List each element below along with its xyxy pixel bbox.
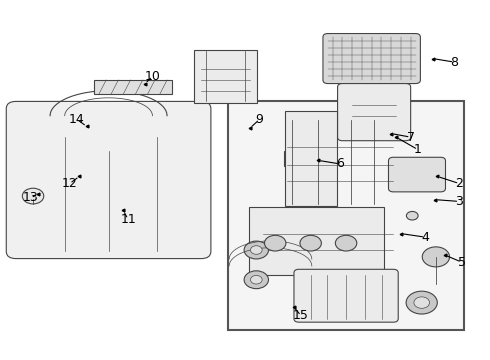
Circle shape bbox=[250, 246, 262, 254]
Circle shape bbox=[335, 235, 357, 251]
Text: 9: 9 bbox=[256, 113, 264, 126]
Text: 2: 2 bbox=[455, 177, 464, 190]
FancyBboxPatch shape bbox=[323, 33, 420, 84]
FancyBboxPatch shape bbox=[338, 84, 411, 141]
Text: 12: 12 bbox=[62, 177, 77, 190]
Text: 6: 6 bbox=[336, 157, 344, 170]
Text: 10: 10 bbox=[145, 70, 160, 83]
Text: 13: 13 bbox=[23, 192, 39, 204]
Text: 8: 8 bbox=[450, 55, 459, 69]
Text: 3: 3 bbox=[455, 195, 464, 208]
Text: 14: 14 bbox=[69, 113, 85, 126]
Circle shape bbox=[250, 275, 262, 284]
Circle shape bbox=[406, 291, 437, 314]
Circle shape bbox=[23, 188, 44, 204]
FancyBboxPatch shape bbox=[249, 207, 384, 275]
FancyBboxPatch shape bbox=[389, 157, 445, 192]
Circle shape bbox=[244, 271, 269, 289]
Bar bbox=[284, 152, 333, 166]
FancyBboxPatch shape bbox=[6, 102, 211, 258]
Circle shape bbox=[422, 247, 449, 267]
Text: 1: 1 bbox=[414, 143, 422, 156]
FancyBboxPatch shape bbox=[285, 111, 337, 206]
Circle shape bbox=[414, 297, 430, 308]
Bar bbox=[94, 80, 172, 94]
Circle shape bbox=[406, 211, 418, 220]
Circle shape bbox=[300, 235, 321, 251]
Circle shape bbox=[244, 241, 269, 259]
Text: 4: 4 bbox=[421, 231, 429, 244]
Bar bbox=[228, 102, 464, 330]
Text: 15: 15 bbox=[293, 309, 309, 322]
Text: 5: 5 bbox=[458, 256, 466, 269]
FancyBboxPatch shape bbox=[194, 50, 257, 103]
Circle shape bbox=[265, 235, 286, 251]
Text: 7: 7 bbox=[407, 131, 415, 144]
Text: 11: 11 bbox=[120, 213, 136, 226]
FancyBboxPatch shape bbox=[294, 269, 398, 322]
